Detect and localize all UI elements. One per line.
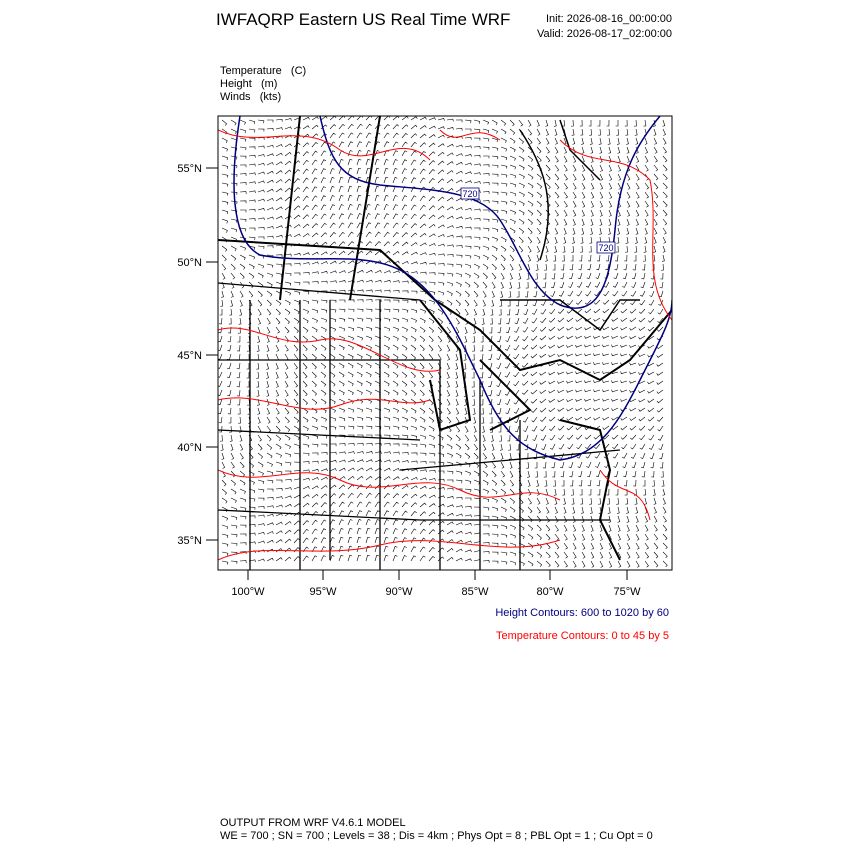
- title: IWFAQRP Eastern US Real Time WRF: [216, 10, 510, 29]
- lon-label: 100°W: [231, 586, 265, 598]
- field-label: Winds (kts): [220, 91, 281, 103]
- wind-barb-field: [218, 116, 668, 568]
- ticks: [206, 167, 628, 580]
- state-lines: [218, 282, 621, 570]
- contour-labels: [460, 187, 616, 254]
- lon-label: 80°W: [536, 586, 564, 598]
- lat-label: 40°N: [177, 442, 202, 454]
- contour-label: 720: [598, 243, 613, 253]
- height-legend: Height Contours: 600 to 1020 by 60: [495, 607, 669, 619]
- coastline: [500, 119, 640, 332]
- temperature-contour: [218, 129, 672, 561]
- wind-barbs: [218, 116, 668, 568]
- height-contours: [233, 116, 672, 461]
- contour-label-box: [596, 241, 616, 254]
- lat-label: 35°N: [177, 535, 202, 547]
- footer-settings: WE = 700 ; SN = 700 ; Levels = 38 ; Dis …: [220, 830, 653, 842]
- temperature-contours: [218, 129, 672, 561]
- field-label: Temperature (C): [220, 65, 306, 77]
- lat-label: 55°N: [177, 163, 202, 175]
- lon-label: 85°W: [461, 586, 489, 598]
- temperature-legend: Temperature Contours: 0 to 45 by 5: [496, 630, 669, 642]
- valid-time: Valid: 2026-08-17_02:00:00: [537, 28, 672, 40]
- lat-label: 50°N: [177, 257, 202, 269]
- lon-label: 90°W: [385, 586, 413, 598]
- init-time: Init: 2026-08-16_00:00:00: [546, 13, 672, 25]
- map: 720 720: [206, 115, 673, 580]
- height-contour: [319, 116, 661, 309]
- boundaries: [218, 116, 672, 570]
- coastline: [218, 116, 672, 561]
- map-frame: [217, 115, 673, 571]
- contour-label-box: [460, 187, 480, 200]
- lon-label: 75°W: [613, 586, 641, 598]
- lon-label: 95°W: [309, 586, 337, 598]
- contour-label: 720: [462, 189, 477, 199]
- height-contour: [233, 116, 672, 461]
- footer-model: OUTPUT FROM WRF V4.6.1 MODEL: [220, 817, 406, 829]
- field-label: Height (m): [220, 78, 277, 90]
- lat-label: 45°N: [177, 350, 202, 362]
